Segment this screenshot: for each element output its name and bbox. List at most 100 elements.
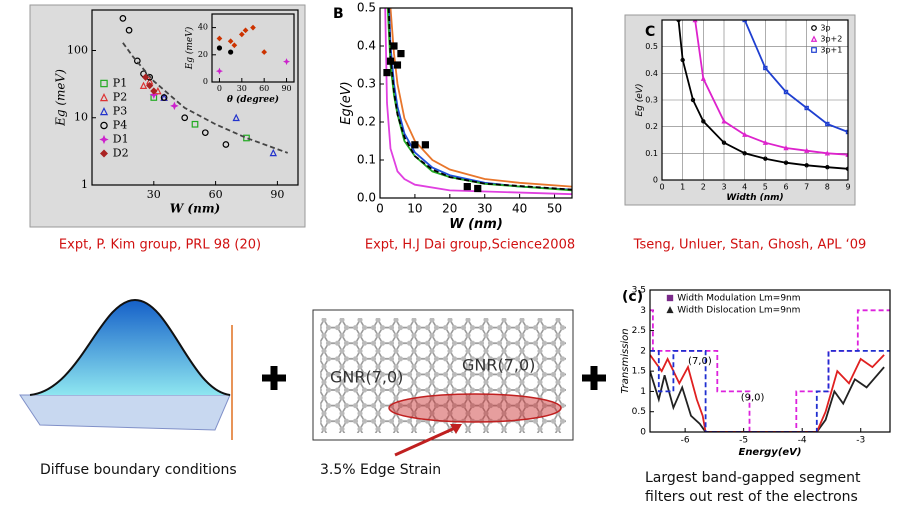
y-tick-label: 0.4 (645, 69, 658, 78)
marker (692, 20, 698, 23)
legend-label: 3p+2 (820, 35, 842, 44)
y-tick-label: 1 (81, 178, 88, 191)
marker (783, 89, 789, 95)
x-axis-label: Energy(eV) (738, 447, 801, 458)
legend-label: P4 (113, 119, 127, 132)
panel-label: C (645, 24, 655, 40)
marker (216, 35, 223, 42)
panel-label: B (333, 6, 344, 22)
left-diagram: Diffuse boundary conditions (19, 298, 237, 478)
marker (231, 42, 238, 49)
marker (100, 79, 108, 88)
series-group (215, 24, 291, 75)
marker (825, 164, 830, 170)
y-tick-label: 2 (640, 346, 646, 356)
x-tick-label: 0 (376, 201, 384, 215)
marker (119, 15, 127, 22)
x-tick-label: 4 (742, 183, 747, 192)
plus (582, 366, 606, 390)
y-tick-label: 0.5 (357, 1, 376, 15)
y-tick-label: 0.4 (357, 39, 376, 53)
arrow-head (450, 424, 462, 434)
y-tick-label: 0.3 (357, 77, 376, 91)
caption: Largest band-gapped segment (645, 470, 861, 486)
plus (262, 366, 286, 390)
marker (250, 24, 256, 31)
x-axis-label: W (nm) (449, 217, 503, 232)
y-axis-label: Eg (eV) (635, 84, 645, 117)
marker (100, 149, 108, 158)
y-tick-label: 40 (198, 23, 208, 32)
series-line (384, 8, 572, 196)
x-tick-label: 9 (845, 183, 850, 192)
marker (824, 150, 830, 156)
marker (269, 148, 278, 157)
marker (721, 140, 727, 145)
marker (283, 58, 291, 66)
y-tick-label: 100 (67, 43, 88, 56)
gnr-label: GNR(7,0) (462, 356, 535, 375)
caption: Expt, P. Kim group, PRL 98 (20) (59, 238, 261, 253)
plot-frame (649, 289, 891, 433)
y-tick-label: 0 (653, 176, 658, 185)
caption: Expt, H.J Dai group,Science2008 (365, 238, 575, 253)
marker (238, 31, 245, 38)
annotation: (9,0) (741, 393, 765, 404)
series-line (694, 20, 848, 156)
marker (845, 129, 848, 135)
legend-label: P2 (113, 91, 127, 104)
marker (100, 121, 108, 130)
marker (181, 114, 189, 122)
legend-label: Width Dislocation Lm=9nm (677, 306, 800, 316)
x-tick-label: -4 (798, 436, 807, 446)
plot-frame (379, 7, 573, 199)
y-tick-label: 0.5 (632, 407, 646, 417)
marker (463, 183, 471, 191)
y-tick-label: 0.5 (645, 42, 658, 51)
x-tick-label: -5 (739, 436, 748, 446)
y-tick-label: 1.5 (632, 367, 646, 377)
marker (721, 118, 727, 124)
x-tick-label: 50 (547, 201, 562, 215)
marker (690, 97, 696, 103)
marker (804, 105, 809, 111)
series-line (122, 42, 289, 154)
series-line (650, 354, 885, 432)
y-axis-label: Eg (meV) (54, 69, 68, 127)
marker (742, 20, 747, 23)
marker (149, 90, 159, 99)
marker (201, 129, 209, 137)
marker (742, 131, 748, 137)
x-tick-label: 1 (680, 183, 685, 192)
caption: filters out rest of the electrons (645, 489, 858, 505)
marker (228, 49, 234, 55)
series-line (387, 8, 572, 191)
marker (411, 141, 419, 149)
marker (666, 294, 674, 302)
panel-label: (c) (622, 289, 643, 305)
legend-label: 3p+1 (820, 46, 842, 55)
x-tick-label: 40 (512, 201, 527, 215)
marker (700, 75, 706, 81)
middle-diagram: GNR(7,0) GNR(7,0) 3.5% Edge Strain (312, 309, 574, 478)
marker (397, 49, 405, 58)
x-tick-label: 0 (217, 84, 222, 93)
y-tick-label: 0 (640, 428, 646, 438)
x-tick-label: 8 (825, 183, 830, 192)
marker (676, 20, 681, 23)
y-tick-label: 0.1 (645, 149, 658, 158)
x-tick-label: 30 (237, 84, 247, 93)
caption: Tseng, Unluer, Stan, Ghosh, APL ‘09 (633, 238, 867, 253)
gnr-lattice (320, 318, 566, 433)
y-axis-label: Eg(eV) (339, 81, 354, 125)
y-tick-label: 0.1 (357, 153, 376, 167)
marker (242, 27, 249, 34)
x-tick-label: 3 (721, 183, 726, 192)
plot-area (650, 290, 890, 432)
y-tick-label: 1 (640, 387, 646, 397)
legend-label: P1 (113, 77, 127, 90)
y-axis-label: Eg (meV) (184, 26, 195, 70)
gaussian (30, 300, 230, 395)
y-tick-label: 2.5 (632, 326, 646, 336)
x-tick-label: 5 (763, 183, 768, 192)
